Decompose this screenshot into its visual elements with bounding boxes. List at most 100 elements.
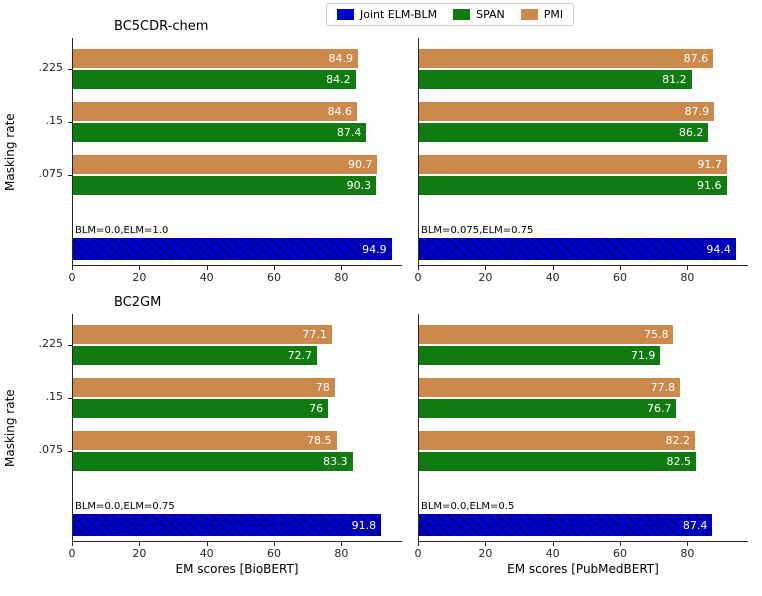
bar-value-label: 71.9 — [630, 349, 656, 362]
bar-pmi-225: 84.9 — [73, 49, 359, 68]
bar-pmi-075: 82.2 — [419, 431, 695, 450]
x-tick-mark — [139, 266, 141, 270]
y-tick-mark — [68, 451, 72, 452]
x-tick-mark — [687, 542, 689, 546]
x-tick-mark — [274, 542, 276, 546]
plot-main: Masking rate .225 .15 .075 77.1 72.7 78 76 78.5 8… — [2, 314, 402, 542]
joint-annotation: BLM=0.0,ELM=1.0 — [75, 225, 169, 236]
subplot-bc2gm-pubmedbert: 75.8 71.9 77.8 76.7 82.2 82.5 BLM=0.0,ELM=0.5 8… — [402, 284, 748, 580]
bar-value-label: 82.5 — [666, 455, 691, 468]
x-tick-mark — [274, 266, 276, 270]
legend-swatch-joint-elm-blm — [337, 9, 354, 20]
bar-value-label: 90.3 — [346, 179, 372, 192]
bar-pmi-225: 75.8 — [419, 325, 674, 344]
y-axis-area — [402, 314, 418, 542]
bar-group-075: 78.5 83.3 — [73, 431, 402, 471]
subplot-title: BC2GM — [114, 295, 162, 310]
bar-group-15: 84.6 87.4 — [73, 102, 402, 142]
bar-value-label: 76.7 — [646, 402, 672, 415]
bar-group-15: 77.8 76.7 — [419, 378, 748, 418]
y-tick-label: .225 — [38, 61, 64, 74]
y-tick-label: .075 — [38, 167, 64, 180]
legend-label: Joint ELM-BLM — [360, 8, 438, 21]
bar-value-label: 87.4 — [336, 126, 362, 139]
legend-item-pmi: PMI — [520, 8, 564, 21]
legend-item-span: SPAN — [453, 8, 505, 21]
x-tick-label: 20 — [132, 271, 147, 284]
bar-span-075: 90.3 — [73, 176, 377, 195]
bar-value-label: 84.2 — [326, 73, 351, 86]
bar-pmi-15: 87.9 — [419, 102, 715, 121]
x-axis-ticks: 0 20 40 60 80 — [414, 266, 748, 284]
joint-annotation: BLM=0.0,ELM=0.5 — [421, 501, 515, 512]
plot-area: 84.9 84.2 84.6 87.4 90.7 90.3 BLM=0.0,ELM=1.0 9… — [72, 38, 402, 266]
bar-value-label: 83.3 — [323, 455, 348, 468]
y-tick-mark — [68, 69, 72, 70]
legend-label: PMI — [543, 8, 564, 21]
x-tick-label: 20 — [478, 547, 493, 560]
plot-area: 75.8 71.9 77.8 76.7 82.2 82.5 BLM=0.0,ELM=0.5 8… — [418, 314, 748, 542]
x-tick-mark — [552, 266, 554, 270]
y-tick-label: .075 — [38, 443, 64, 456]
bar-value-label: 77.8 — [650, 381, 676, 394]
bar-value-label: 77.1 — [302, 328, 327, 341]
bar-value-label: 91.6 — [697, 179, 722, 192]
bar-value-label: 94.9 — [362, 242, 387, 256]
x-axis-ticks: 0 20 40 60 80 — [69, 542, 402, 560]
spacer — [419, 208, 748, 225]
x-tick-label: 40 — [545, 271, 560, 284]
x-tick-mark — [620, 542, 622, 546]
x-tick-label: 80 — [334, 547, 349, 560]
x-tick-mark — [687, 266, 689, 270]
bar-value-label: 78.5 — [307, 434, 332, 447]
subplot-title: BC5CDR-chem — [114, 19, 209, 34]
bar-value-label: 72.7 — [287, 349, 313, 362]
bar-pmi-15: 77.8 — [419, 378, 681, 397]
bar-value-label: 84.9 — [328, 52, 354, 65]
y-tick-label: .15 — [45, 390, 64, 403]
plot-area: 77.1 72.7 78 76 78.5 83.3 BLM=0.0,ELM=0.75 91.8 — [72, 314, 402, 542]
x-tick-mark — [485, 542, 487, 546]
x-tick-mark — [72, 266, 73, 270]
bar-value-label: 90.7 — [347, 158, 373, 171]
bar-value-label: 76 — [309, 402, 324, 415]
x-tick-mark — [72, 542, 73, 546]
x-tick-mark — [552, 542, 554, 546]
x-axis-label: EM scores [BioBERT] — [175, 562, 299, 576]
y-tick-label: .225 — [38, 337, 64, 350]
joint-annotation: BLM=0.075,ELM=0.75 — [421, 225, 534, 236]
x-tick-label: 60 — [267, 271, 282, 284]
bar-span-225: 72.7 — [73, 346, 318, 365]
plot-main: Masking rate .225 .15 .075 84.9 84.2 84.6 87.4 9… — [2, 38, 402, 266]
bar-value-label: 87.6 — [683, 52, 709, 65]
x-tick-label: 80 — [680, 547, 695, 560]
bar-value-label: 86.2 — [678, 126, 704, 139]
y-tick-label: .15 — [45, 114, 64, 127]
y-tick-mark — [68, 398, 72, 399]
bar-group-225: 77.1 72.7 — [73, 325, 402, 365]
bar-span-225: 71.9 — [419, 346, 661, 365]
x-tick-mark — [341, 266, 343, 270]
bar-joint-elm-blm: 91.8 — [73, 514, 382, 536]
bar-value-label: 91.8 — [351, 518, 377, 532]
bar-pmi-075: 90.7 — [73, 155, 378, 174]
bar-group-075: 90.7 90.3 — [73, 155, 402, 195]
bar-span-15: 87.4 — [73, 123, 367, 142]
subplot-bc5cdr-chem-pubmedbert: 87.6 81.2 87.9 86.2 91.7 91.6 BLM=0.075,ELM=0.… — [402, 8, 748, 284]
bar-group-15: 87.9 86.2 — [419, 102, 748, 142]
joint-annotation: BLM=0.0,ELM=0.75 — [75, 501, 175, 512]
plot-area: 87.6 81.2 87.9 86.2 91.7 91.6 BLM=0.075,ELM=0.… — [418, 38, 748, 266]
y-tick-mark — [68, 345, 72, 346]
x-tick-mark — [139, 542, 141, 546]
x-tick-label: 0 — [414, 271, 422, 284]
bar-group-15: 78 76 — [73, 378, 402, 418]
y-tick-mark — [68, 122, 72, 123]
bar-pmi-075: 78.5 — [73, 431, 337, 450]
bar-span-225: 81.2 — [419, 70, 692, 89]
x-tick-mark — [418, 542, 419, 546]
y-axis-label: Masking rate — [3, 389, 17, 467]
x-tick-label: 80 — [334, 271, 349, 284]
bar-value-label: 87.4 — [682, 518, 708, 532]
bar-pmi-15: 84.6 — [73, 102, 357, 121]
